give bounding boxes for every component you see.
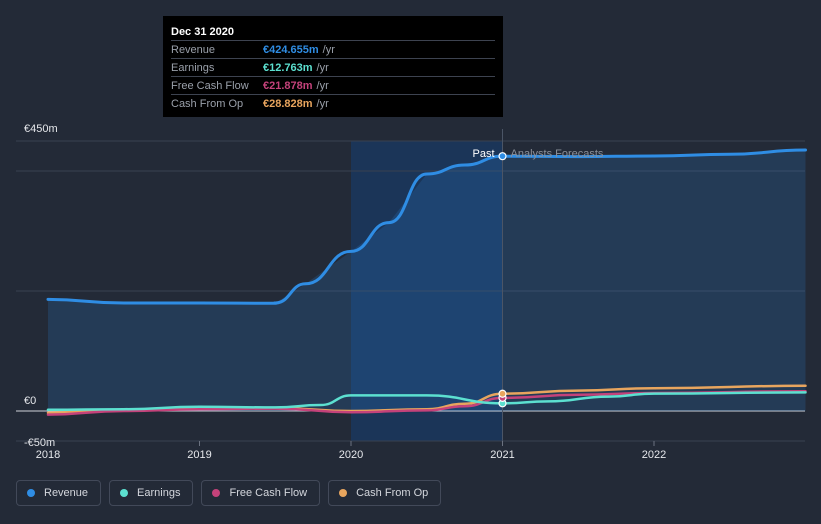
tooltip-value: €28.828m xyxy=(263,97,313,110)
legend-label: Free Cash Flow xyxy=(229,487,308,499)
x-tick-label: 2018 xyxy=(36,449,60,461)
series-line-free-cash-flow xyxy=(46,389,807,416)
x-tick-label: 2020 xyxy=(339,449,363,461)
tooltip-label: Free Cash Flow xyxy=(171,79,249,92)
tooltip-unit: /yr xyxy=(316,79,329,92)
x-tick-label: 2019 xyxy=(187,449,211,461)
legend-dot-icon xyxy=(339,489,348,497)
legend-item-revenue[interactable]: Revenue xyxy=(16,480,102,506)
legend-item-free-cash-flow[interactable]: Free Cash Flow xyxy=(201,480,321,506)
legend-item-cash-from-op[interactable]: Cash From Op xyxy=(328,480,442,506)
tooltip-value: €21.878m xyxy=(263,79,313,92)
past-label: Past xyxy=(472,148,494,160)
tooltip-label: Cash From Op xyxy=(171,97,244,110)
legend-label: Revenue xyxy=(44,487,89,499)
legend: Revenue Earnings Free Cash Flow Cash Fro… xyxy=(16,480,442,506)
series-line-earnings xyxy=(46,391,807,412)
x-tick-label: 2021 xyxy=(490,449,514,461)
tooltip: Dec 31 2020 Revenue €424.655m /yr Earnin… xyxy=(163,16,503,117)
tooltip-unit: /yr xyxy=(322,43,335,56)
legend-dot-icon xyxy=(212,489,221,497)
y-tick-label: €450m xyxy=(24,123,58,135)
marker-cash-from-op xyxy=(498,389,507,398)
forecast-label: Analysts Forecasts xyxy=(511,148,604,160)
tooltip-unit: /yr xyxy=(316,97,329,110)
revenue-area xyxy=(48,150,806,411)
series-line-revenue xyxy=(46,148,807,305)
x-tick-label: 2022 xyxy=(642,449,666,461)
legend-item-earnings[interactable]: Earnings xyxy=(109,480,194,506)
y-tick-label: -€50m xyxy=(24,437,55,449)
tooltip-value: €424.655m xyxy=(263,43,319,56)
legend-label: Earnings xyxy=(137,487,181,499)
marker-revenue xyxy=(498,152,507,161)
legend-label: Cash From Op xyxy=(356,487,429,499)
tooltip-date: Dec 31 2020 xyxy=(171,26,234,38)
tooltip-label: Revenue xyxy=(171,43,216,56)
tooltip-row-earnings: Earnings €12.763m /yr xyxy=(171,58,495,76)
legend-dot-icon xyxy=(27,489,35,497)
tooltip-row-revenue: Revenue €424.655m /yr xyxy=(171,40,495,58)
tooltip-unit: /yr xyxy=(316,61,329,74)
tooltip-row-free-cash-flow: Free Cash Flow €21.878m /yr xyxy=(171,76,495,94)
tooltip-value: €12.763m xyxy=(263,61,313,74)
y-tick-label: €0 xyxy=(24,395,36,407)
legend-dot-icon xyxy=(120,489,129,497)
tooltip-row-cash-from-op: Cash From Op €28.828m /yr xyxy=(171,94,495,112)
tooltip-label: Earnings xyxy=(171,61,215,74)
